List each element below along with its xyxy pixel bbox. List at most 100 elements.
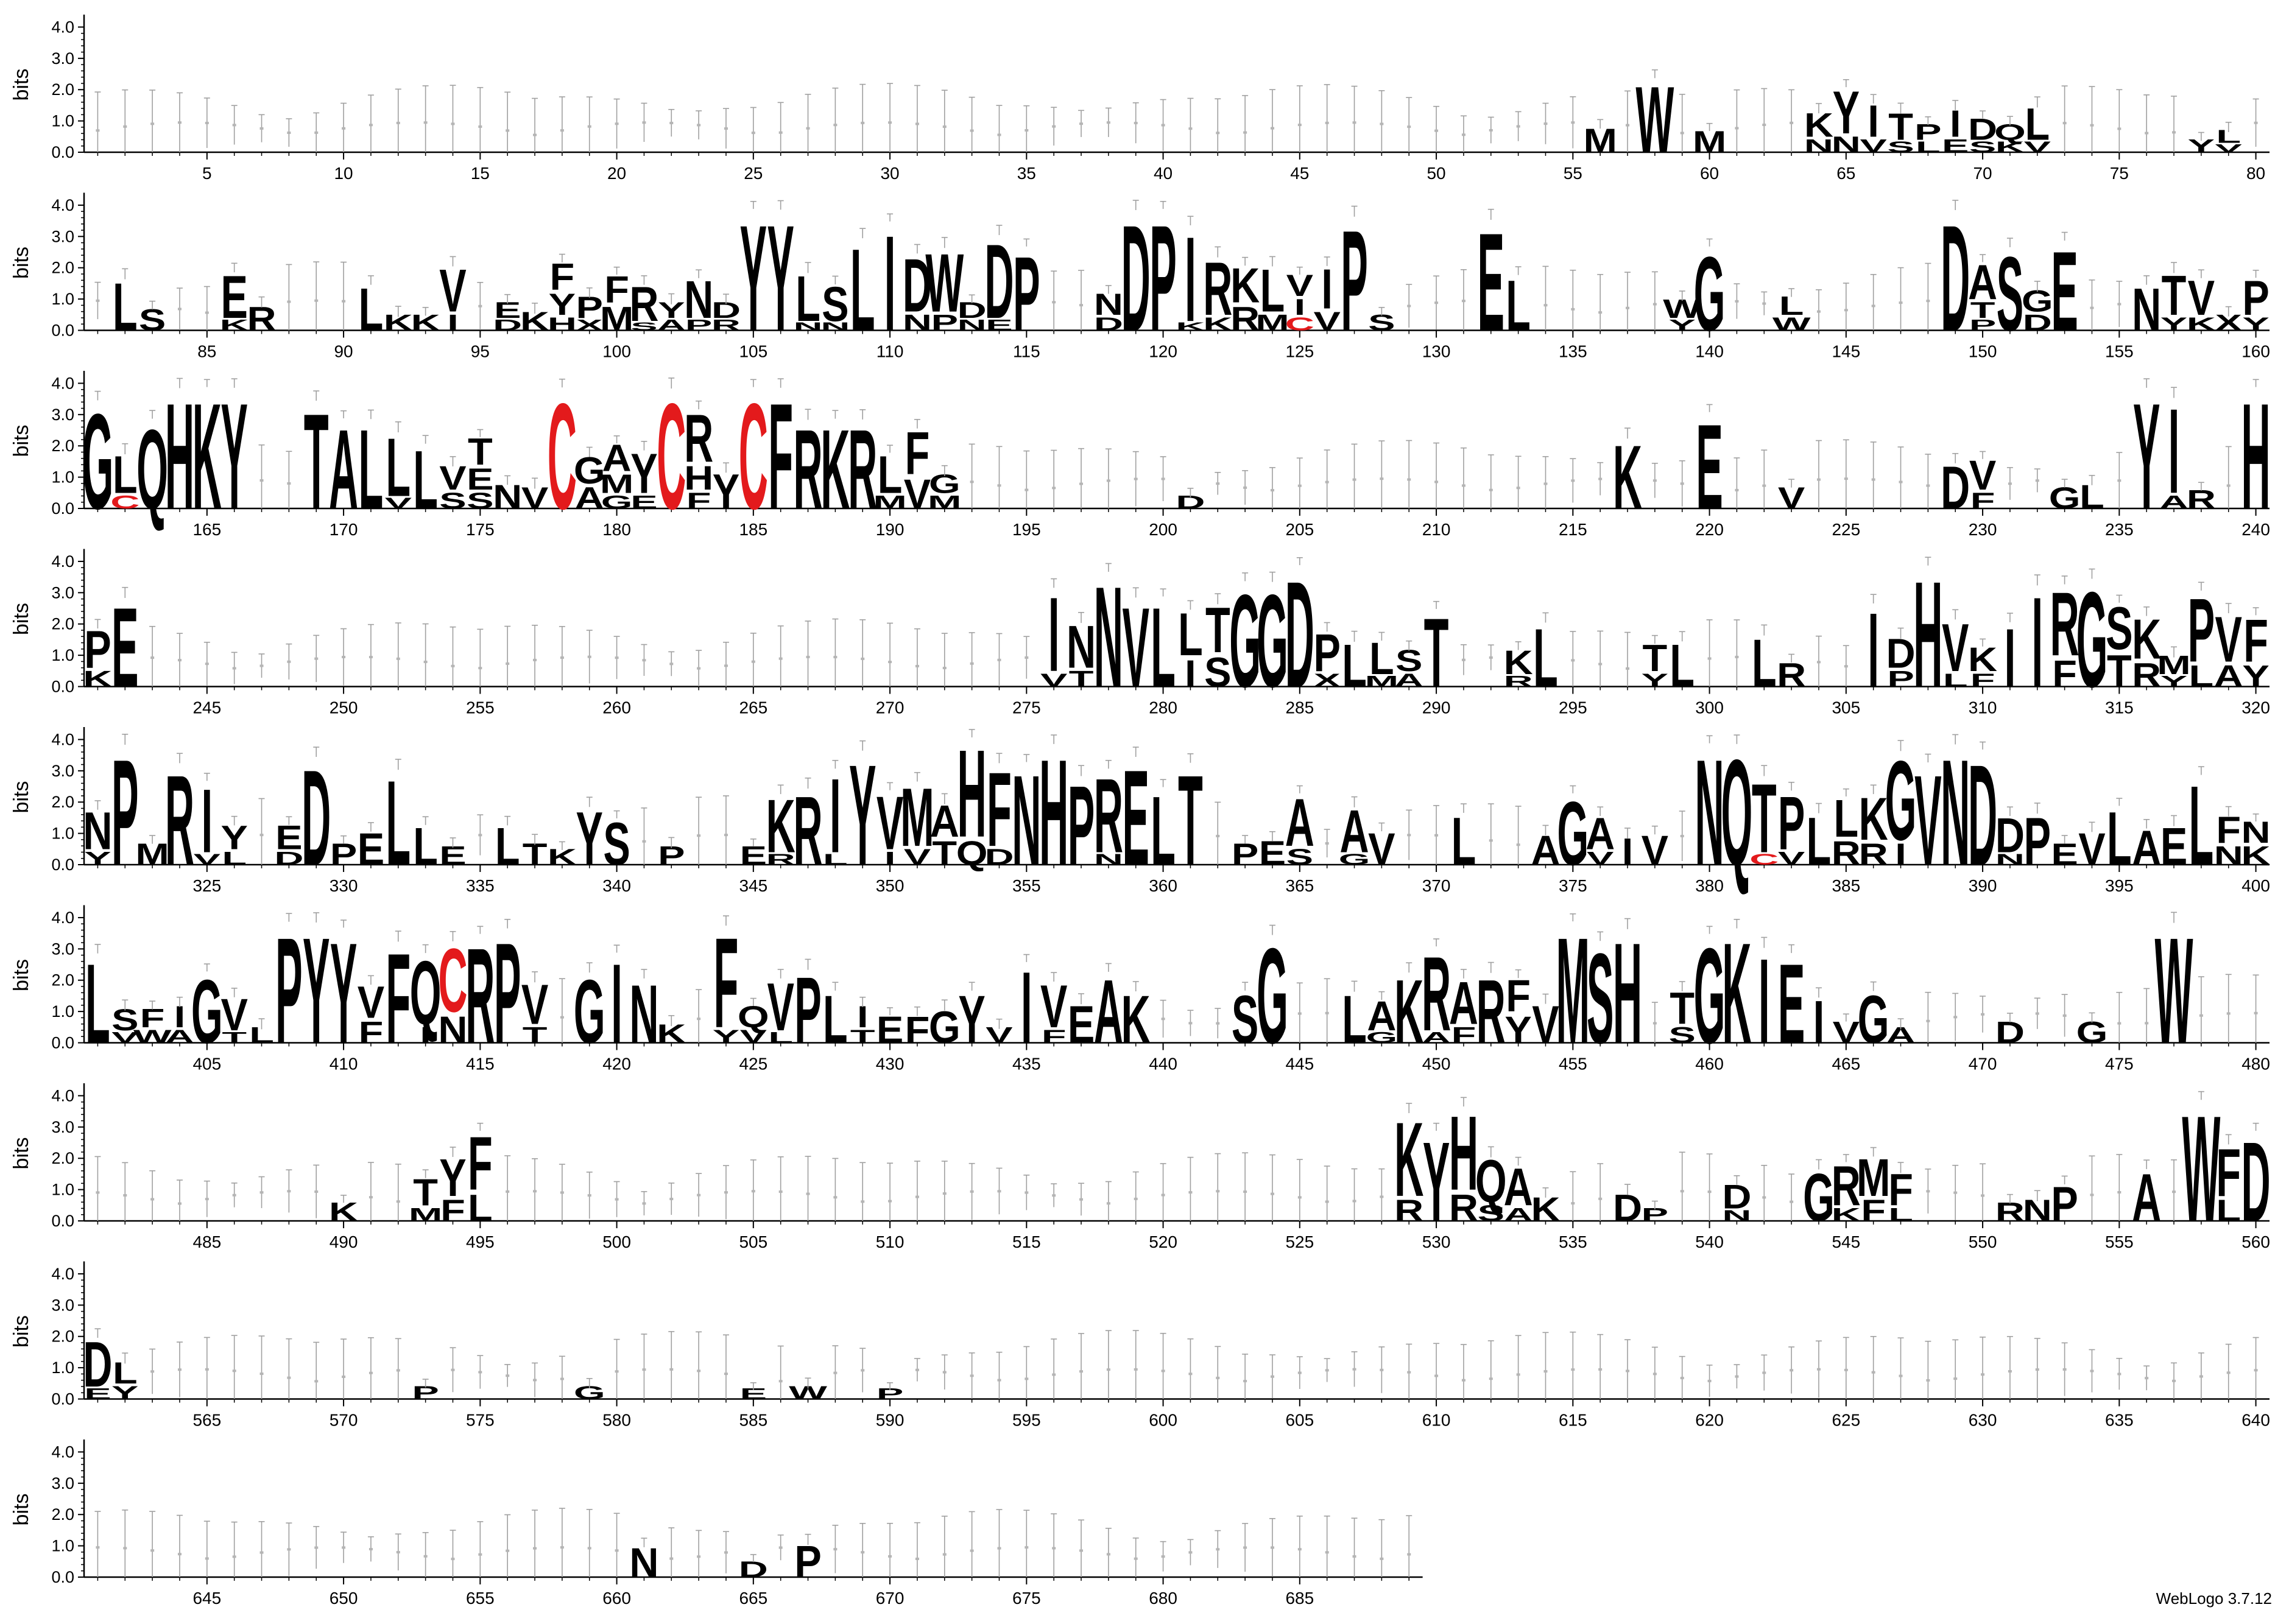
low-info-glyph	[778, 657, 783, 660]
low-info-glyph	[1188, 127, 1193, 130]
low-info-glyph	[533, 1547, 537, 1550]
logo-letter-N: N	[1804, 136, 1833, 157]
x-tick-label: 365	[1285, 876, 1314, 895]
x-tick-label: 135	[1559, 342, 1587, 361]
low-info-glyph	[1516, 487, 1520, 490]
low-info-glyph	[587, 1194, 591, 1197]
logo-letter-V: V	[1286, 269, 1313, 303]
low-info-glyph	[1489, 656, 1493, 659]
logo-letter-W: W	[2182, 1085, 2220, 1253]
logo-letter-R: R	[1504, 673, 1533, 690]
low-info-glyph	[1380, 1557, 1384, 1560]
logo-letter-D: D	[1995, 807, 2025, 862]
logo-letter-T: T	[304, 385, 329, 537]
logo-letter-A: A	[2132, 1160, 2161, 1236]
logo-letter-P: P	[1013, 234, 1040, 353]
logo-letter-R: R	[165, 749, 194, 893]
low-info-glyph	[697, 834, 701, 837]
y-tick-label: 4.0	[51, 909, 74, 927]
x-tick-label: 590	[876, 1411, 905, 1430]
low-info-glyph	[1052, 1194, 1056, 1197]
logo-letter-G: G	[82, 385, 114, 537]
x-tick-label: 340	[602, 876, 631, 895]
low-info-glyph	[1025, 129, 1029, 132]
low-info-glyph	[915, 1558, 919, 1561]
x-tick-label: 305	[1832, 698, 1860, 717]
logo-letter-T: T	[1205, 594, 1230, 666]
x-tick-label: 50	[1427, 164, 1445, 183]
x-tick-label: 600	[1149, 1411, 1177, 1430]
x-tick-label: 535	[1559, 1232, 1587, 1251]
logo-letter-V: V	[2024, 139, 2051, 156]
y-tick-label: 2.0	[51, 615, 74, 633]
low-info-glyph	[2008, 1370, 2012, 1373]
logo-letter-V: V	[1860, 136, 1887, 157]
low-info-glyph	[478, 1553, 482, 1556]
low-info-glyph	[1243, 486, 1247, 489]
low-info-glyph	[615, 1549, 619, 1552]
logo-letter-D: D	[302, 742, 331, 893]
low-info-glyph	[669, 1368, 674, 1371]
logo-letter-R: R	[1832, 1155, 1861, 1218]
x-tick-label: 565	[192, 1411, 221, 1430]
x-tick-label: 75	[2110, 164, 2129, 183]
y-axis-label: bits	[10, 1494, 33, 1526]
logo-letter-P: P	[1068, 762, 1095, 889]
y-tick-label: 3.0	[51, 940, 74, 958]
logo-letter-L: L	[1533, 611, 1558, 705]
low-info-glyph	[1188, 1022, 1193, 1025]
logo-letter-R: R	[629, 276, 658, 331]
logo-letter-P: P	[275, 907, 302, 1075]
logo-letter-Y: Y	[84, 848, 111, 870]
logo-letter-G: G	[1257, 568, 1288, 715]
logo-letter-D: D	[2023, 310, 2052, 335]
low-info-glyph	[1652, 303, 1657, 306]
low-info-glyph	[287, 1190, 291, 1193]
low-info-glyph	[1352, 1555, 1356, 1558]
low-info-glyph	[942, 1371, 947, 1374]
low-info-glyph	[833, 124, 838, 127]
x-tick-label: 675	[1012, 1589, 1041, 1608]
low-info-glyph	[1516, 125, 1520, 128]
logo-letter-L: L	[1151, 585, 1176, 711]
x-tick-label: 345	[739, 876, 767, 895]
logo-letter-R: R	[1203, 247, 1232, 331]
low-info-glyph	[1407, 125, 1411, 128]
logo-letter-N: N	[2214, 841, 2243, 871]
logo-letter-F: F	[905, 420, 930, 487]
logo-letter-Y: Y	[2242, 314, 2269, 335]
x-tick-label: 290	[1422, 698, 1451, 717]
low-info-glyph	[1407, 834, 1411, 837]
y-tick-label: 3.0	[51, 1474, 74, 1492]
logo-letter-K: K	[766, 785, 795, 869]
logo-letter-A: A	[1968, 255, 1997, 309]
logo-letter-G: G	[1694, 234, 1726, 353]
logo-letter-L: L	[113, 270, 138, 345]
logo-letter-E: E	[2051, 228, 2078, 355]
logo-letter-S: S	[1669, 1022, 1696, 1047]
logo-letter-K: K	[2187, 314, 2217, 335]
y-tick-label: 1.0	[51, 824, 74, 843]
logo-row-2: 0.0 1.0 2.0 3.0 4.0 bits 85 90 95 100 105 110 115 120…	[10, 192, 2270, 363]
logo-letter-R: R	[1449, 1187, 1478, 1229]
logo-letter-L: L	[795, 262, 820, 334]
x-tick-label: 10	[334, 164, 353, 183]
logo-letter-L: L	[2189, 660, 2214, 694]
low-info-glyph	[806, 127, 810, 130]
low-info-glyph	[259, 479, 264, 482]
y-tick-label: 1.0	[51, 290, 74, 308]
y-tick-label: 2.0	[51, 1327, 74, 1346]
low-info-glyph	[1161, 1369, 1165, 1373]
logo-letter-R: R	[1832, 834, 1861, 873]
logo-letter-H: H	[684, 459, 713, 497]
x-tick-label: 440	[1149, 1055, 1177, 1074]
logo-letter-G: G	[1557, 784, 1589, 884]
logo-letter-A: A	[1367, 993, 1396, 1039]
y-axis-label: bits	[10, 603, 33, 635]
low-info-glyph	[1134, 1368, 1138, 1371]
low-info-glyph	[287, 660, 291, 663]
low-info-glyph	[1735, 655, 1739, 658]
y-tick-label: 4.0	[51, 1265, 74, 1283]
y-tick-label: 3.0	[51, 1118, 74, 1136]
low-info-glyph	[342, 1375, 346, 1378]
